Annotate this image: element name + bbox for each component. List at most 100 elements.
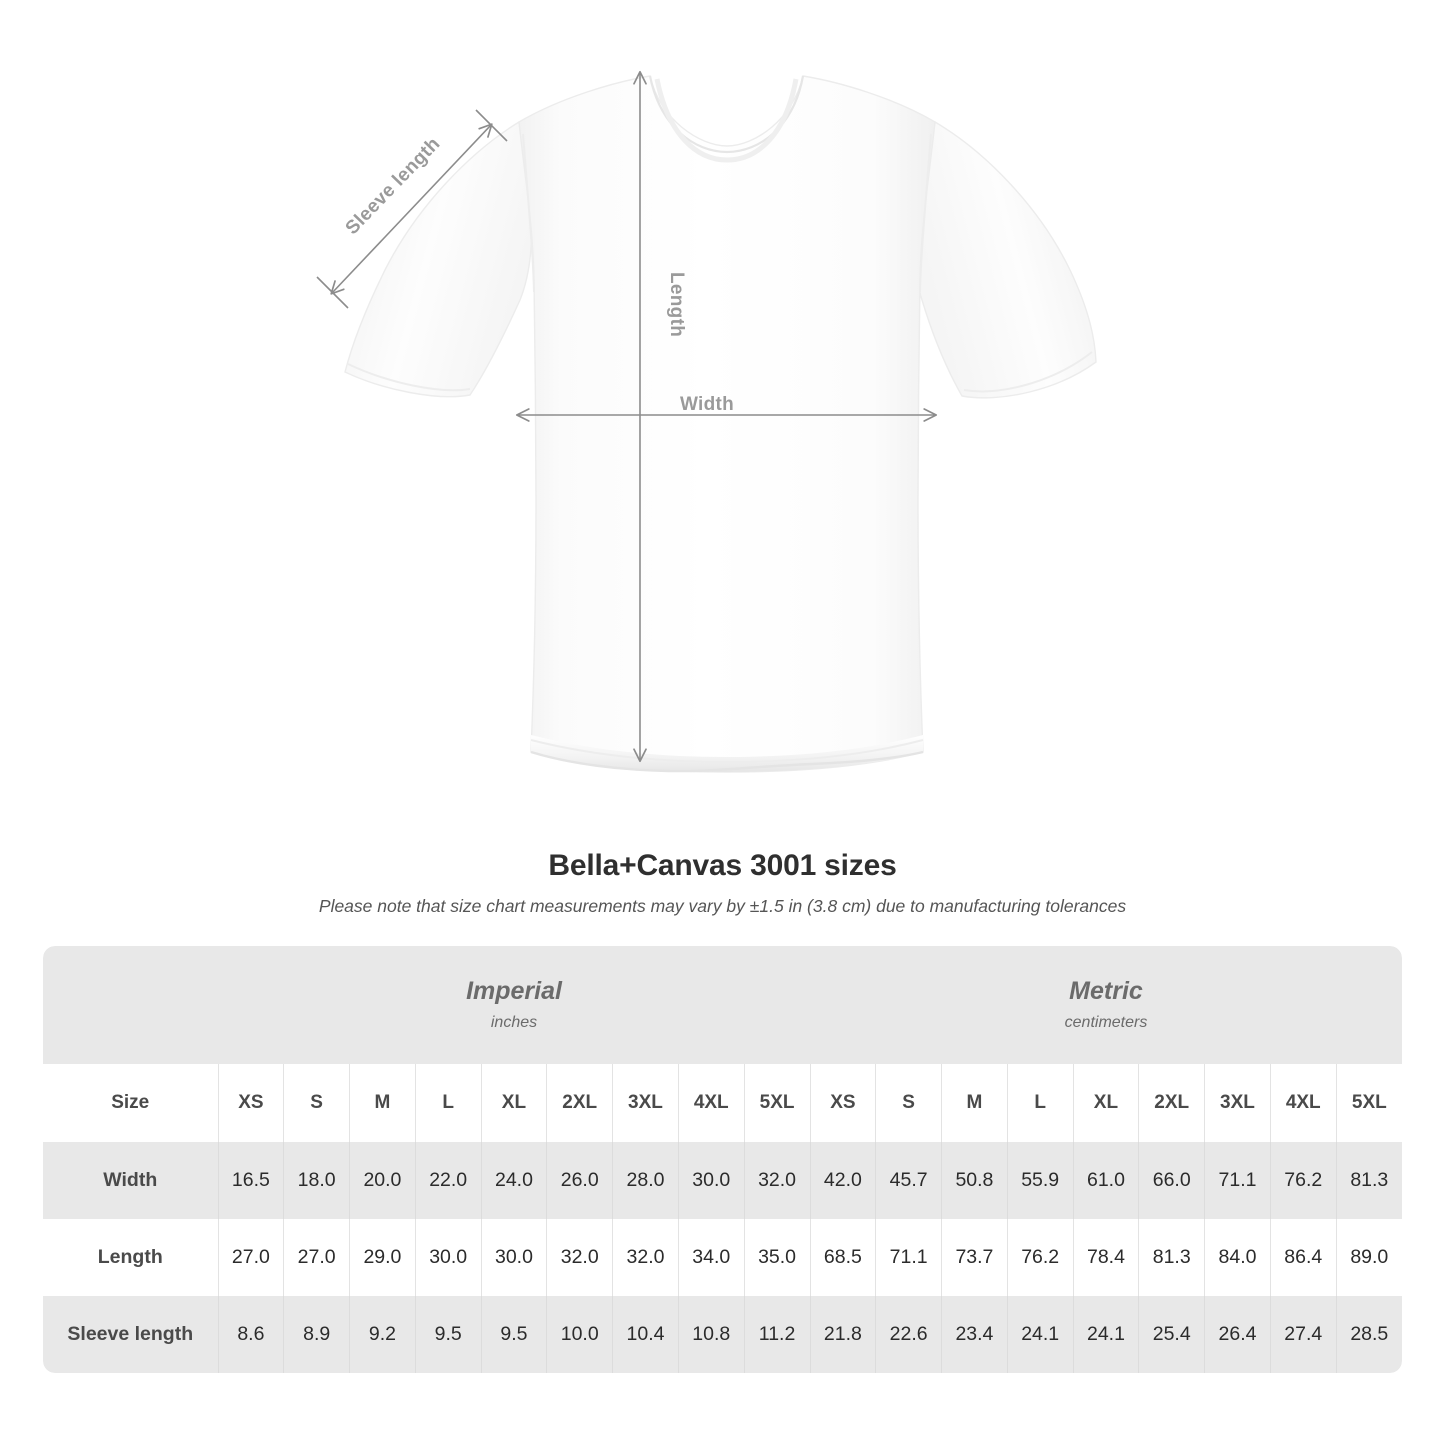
measurement-value: 22.6 bbox=[875, 1296, 942, 1373]
measurement-value: 24.1 bbox=[1006, 1296, 1074, 1373]
measurement-value: 30.0 bbox=[677, 1142, 745, 1219]
size-column-header: S bbox=[283, 1064, 350, 1142]
measurement-value: 32.0 bbox=[612, 1219, 679, 1296]
measurement-value: 26.0 bbox=[546, 1142, 613, 1219]
measurement-value: 28.0 bbox=[612, 1142, 679, 1219]
size-column-header: XL bbox=[1072, 1064, 1139, 1142]
tshirt-illustration: Sleeve length Length Width bbox=[316, 70, 1097, 773]
measurement-value: 21.8 bbox=[809, 1296, 876, 1373]
measurement-value: 71.1 bbox=[875, 1219, 942, 1296]
measurement-value: 76.2 bbox=[1269, 1142, 1337, 1219]
size-column-header: 4XL bbox=[677, 1064, 745, 1142]
measurement-value: 18.0 bbox=[283, 1142, 350, 1219]
measurement-value: 27.0 bbox=[217, 1219, 284, 1296]
measurement-value: 89.0 bbox=[1335, 1219, 1402, 1296]
size-column-header: L bbox=[414, 1064, 482, 1142]
size-corner-label: Size bbox=[43, 1064, 218, 1142]
measurement-value: 20.0 bbox=[349, 1142, 416, 1219]
length-label: Length bbox=[666, 272, 687, 337]
measurement-value: 27.4 bbox=[1269, 1296, 1337, 1373]
measurement-value: 8.9 bbox=[283, 1296, 350, 1373]
measurement-value: 73.7 bbox=[941, 1219, 1008, 1296]
measurement-value: 29.0 bbox=[349, 1219, 416, 1296]
left-sleeve bbox=[344, 120, 533, 398]
measurement-value: 81.3 bbox=[1335, 1142, 1402, 1219]
measurement-value: 28.5 bbox=[1335, 1296, 1402, 1373]
shirt-body bbox=[518, 75, 936, 773]
measurement-label: Width bbox=[43, 1142, 218, 1219]
measurement-value: 24.0 bbox=[480, 1142, 547, 1219]
size-column-header: 3XL bbox=[612, 1064, 679, 1142]
right-sleeve bbox=[915, 120, 1097, 399]
measurement-value: 9.5 bbox=[480, 1296, 547, 1373]
unit-system-row: Imperial inches Metric centimeters bbox=[43, 946, 1402, 1064]
size-header-row: Size XS S M L XL 2XL 3XL 4XL 5XL XS S M L XL 2XL 3XL 4XL 5… bbox=[43, 1064, 1402, 1142]
size-column-header: 3XL bbox=[1204, 1064, 1271, 1142]
measurement-value: 8.6 bbox=[217, 1296, 284, 1373]
measurement-value: 27.0 bbox=[283, 1219, 350, 1296]
tshirt-diagram: Sleeve length Length Width bbox=[316, 70, 1097, 773]
measurement-value: 86.4 bbox=[1269, 1219, 1337, 1296]
measurement-value: 10.4 bbox=[612, 1296, 679, 1373]
size-column-header: M bbox=[349, 1064, 416, 1142]
size-column-header: XL bbox=[480, 1064, 547, 1142]
table-row: Sleeve length 8.6 8.9 9.2 9.5 9.5 10.0 10.4 10.8… bbox=[43, 1296, 1402, 1373]
measurement-value: 81.3 bbox=[1138, 1219, 1205, 1296]
measurement-value: 32.0 bbox=[546, 1219, 613, 1296]
size-column-header: 2XL bbox=[546, 1064, 613, 1142]
measurement-value: 32.0 bbox=[743, 1142, 810, 1219]
measurement-value: 11.2 bbox=[743, 1296, 810, 1373]
measurement-value: 50.8 bbox=[941, 1142, 1008, 1219]
measurement-value: 55.9 bbox=[1006, 1142, 1074, 1219]
measurement-value: 9.2 bbox=[349, 1296, 416, 1373]
measurement-value: 84.0 bbox=[1204, 1219, 1271, 1296]
measurement-value: 42.0 bbox=[809, 1142, 876, 1219]
unit-system-unit: inches bbox=[490, 1014, 538, 1032]
size-chart-table: Imperial inches Metric centimeters Size XS S M L… bbox=[43, 946, 1402, 1373]
size-column-header: XS bbox=[809, 1064, 876, 1142]
table-row: Length 27.0 27.0 29.0 30.0 30.0 32.0 32.0 34.0 35… bbox=[43, 1219, 1402, 1296]
size-column-header: 4XL bbox=[1269, 1064, 1337, 1142]
measurement-label: Length bbox=[43, 1219, 218, 1296]
size-column-header: S bbox=[875, 1064, 942, 1142]
measurement-value: 76.2 bbox=[1006, 1219, 1074, 1296]
measurement-value: 23.4 bbox=[941, 1296, 1008, 1373]
table-row: Width 16.5 18.0 20.0 22.0 24.0 26.0 28.0 30.0 32.… bbox=[43, 1142, 1402, 1219]
measurement-value: 45.7 bbox=[875, 1142, 942, 1219]
measurement-value: 24.1 bbox=[1072, 1296, 1139, 1373]
measurement-value: 35.0 bbox=[743, 1219, 810, 1296]
measurement-value: 66.0 bbox=[1138, 1142, 1205, 1219]
width-label: Width bbox=[680, 394, 734, 415]
measurement-value: 9.5 bbox=[414, 1296, 482, 1373]
unit-system-imperial: Imperial inches bbox=[218, 946, 810, 1064]
measurement-value: 16.5 bbox=[217, 1142, 284, 1219]
measurement-value: 34.0 bbox=[677, 1219, 745, 1296]
measurement-value: 30.0 bbox=[414, 1219, 482, 1296]
size-chart-container: Imperial inches Metric centimeters Size XS S M L… bbox=[43, 946, 1402, 1373]
unit-row-spacer bbox=[43, 946, 218, 1064]
size-column-header: 2XL bbox=[1138, 1064, 1205, 1142]
measurement-value: 78.4 bbox=[1072, 1219, 1139, 1296]
unit-system-metric: Metric centimeters bbox=[810, 946, 1402, 1064]
measurement-value: 10.8 bbox=[677, 1296, 745, 1373]
size-column-header: XS bbox=[217, 1064, 284, 1142]
unit-system-name: Imperial bbox=[466, 976, 562, 1005]
measurement-value: 71.1 bbox=[1204, 1142, 1271, 1219]
measurement-label: Sleeve length bbox=[43, 1296, 218, 1373]
page-title: Bella+Canvas 3001 sizes bbox=[548, 849, 897, 882]
measurement-value: 26.4 bbox=[1204, 1296, 1271, 1373]
measurement-value: 61.0 bbox=[1072, 1142, 1139, 1219]
measurement-value: 10.0 bbox=[546, 1296, 613, 1373]
unit-system-unit: centimeters bbox=[1064, 1014, 1148, 1032]
measurement-value: 30.0 bbox=[480, 1219, 547, 1296]
width-dimension: Width bbox=[515, 394, 938, 422]
size-column-header: 5XL bbox=[1335, 1064, 1402, 1142]
size-column-header: L bbox=[1006, 1064, 1074, 1142]
size-column-header: M bbox=[941, 1064, 1008, 1142]
size-column-header: 5XL bbox=[743, 1064, 810, 1142]
measurement-value: 68.5 bbox=[809, 1219, 876, 1296]
tolerance-note: Please note that size chart measurements… bbox=[318, 896, 1127, 916]
unit-system-name: Metric bbox=[1069, 976, 1143, 1005]
measurement-value: 22.0 bbox=[414, 1142, 482, 1219]
measurement-value: 25.4 bbox=[1138, 1296, 1205, 1373]
